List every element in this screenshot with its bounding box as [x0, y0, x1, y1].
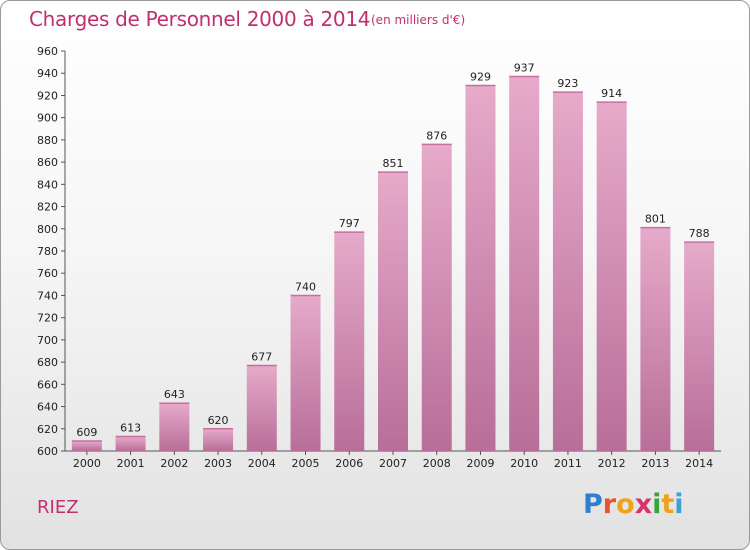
data-label: 851 — [383, 157, 404, 170]
axes: 600 620 640 660 680 700 720 740 760 780 800 820 840 8… — [37, 45, 721, 470]
data-label: 643 — [164, 388, 185, 401]
y-tick-label: 860 — [37, 156, 58, 169]
logo-letter: o — [616, 489, 635, 520]
bar-2012[interactable] — [596, 102, 627, 451]
data-label: 620 — [208, 414, 229, 427]
y-tick-label: 960 — [37, 45, 58, 58]
x-tick-label: 2013 — [641, 457, 669, 470]
y-tick-label: 920 — [37, 89, 58, 102]
x-tick-label: 2010 — [510, 457, 538, 470]
y-tick-label: 740 — [37, 289, 58, 302]
data-label: 788 — [689, 227, 710, 240]
bar-2007[interactable] — [378, 172, 408, 451]
y-tick-label: 620 — [37, 423, 58, 436]
bar-2008[interactable] — [421, 144, 452, 452]
y-tick-label: 900 — [37, 112, 58, 125]
logo-letter: P — [583, 489, 603, 520]
y-tick-label: 760 — [37, 267, 58, 280]
y-tick-label: 660 — [37, 378, 58, 391]
data-label: 613 — [120, 422, 141, 435]
y-tick-label: 680 — [37, 356, 58, 369]
logo-letter: x — [634, 489, 653, 520]
x-tick-label: 2003 — [204, 457, 232, 470]
y-tick-label: 840 — [37, 178, 58, 191]
y-tick-label: 880 — [37, 134, 58, 147]
x-tick-label: 2004 — [248, 457, 276, 470]
y-tick-label: 720 — [37, 312, 58, 325]
bar-2006[interactable] — [334, 232, 365, 451]
bars — [71, 75, 715, 452]
y-tick-label: 600 — [37, 445, 58, 458]
x-tick-label: 2009 — [466, 457, 494, 470]
x-tick-label: 2005 — [292, 457, 320, 470]
logo-letter: t — [661, 489, 675, 520]
data-label: 914 — [601, 87, 622, 100]
bar-2000[interactable] — [71, 441, 102, 451]
x-tick-label: 2007 — [379, 457, 407, 470]
chart-subtitle: (en milliers d'€) — [371, 13, 466, 27]
y-tick-label: 800 — [37, 223, 58, 236]
bar-2004[interactable] — [246, 365, 277, 451]
x-tick-label: 2014 — [685, 457, 713, 470]
x-tick-label: 2006 — [335, 457, 363, 470]
bar-2001[interactable] — [115, 436, 146, 451]
bar-2009[interactable] — [465, 85, 496, 451]
data-label: 937 — [514, 62, 535, 75]
bar-2011[interactable] — [552, 92, 583, 451]
bar-2002[interactable] — [159, 403, 190, 451]
data-label: 923 — [557, 77, 578, 90]
bar-2014[interactable] — [684, 242, 715, 451]
y-tick-label: 640 — [37, 401, 58, 414]
logo-letter: i — [652, 489, 662, 520]
x-tick-label: 2012 — [598, 457, 626, 470]
y-tick-label: 780 — [37, 245, 58, 258]
data-label: 801 — [645, 213, 666, 226]
x-tick-label: 2008 — [423, 457, 451, 470]
place-name: RIEZ — [37, 497, 79, 518]
data-label: 797 — [339, 217, 360, 230]
data-label: 929 — [470, 70, 491, 83]
x-tick-label: 2001 — [117, 457, 145, 470]
bar-2005[interactable] — [290, 295, 321, 451]
x-tick-label: 2002 — [160, 457, 188, 470]
y-tick-label: 820 — [37, 201, 58, 214]
data-labels: 609 613 643 620 677 740 797 851 876 929 937 923 914 8… — [76, 62, 709, 439]
x-tick-label: 2000 — [73, 457, 101, 470]
bar-2003[interactable] — [203, 428, 234, 451]
y-tick-label: 940 — [37, 67, 58, 80]
logo-letter: i — [674, 489, 684, 520]
data-label: 876 — [426, 129, 447, 142]
bar-2010[interactable] — [509, 76, 540, 452]
x-tick-label: 2011 — [554, 457, 582, 470]
data-label: 677 — [251, 350, 272, 363]
logo-letter: r — [602, 489, 617, 520]
data-label: 609 — [76, 426, 97, 439]
y-tick-label: 700 — [37, 334, 58, 347]
proxiti-logo[interactable]: Proxiti — [583, 489, 684, 520]
chart-title: Charges de Personnel 2000 à 2014 — [29, 7, 371, 31]
bar-2013[interactable] — [640, 227, 671, 451]
data-label: 740 — [295, 280, 316, 293]
